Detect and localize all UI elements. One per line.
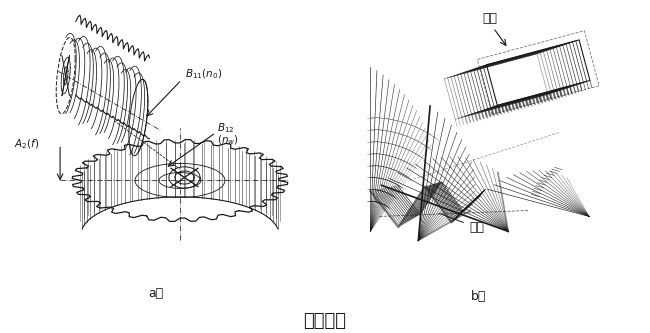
Text: $A_2(f)$: $A_2(f)$	[14, 138, 39, 151]
Text: $(n_w)$: $(n_w)$	[218, 133, 239, 147]
Text: 刀具: 刀具	[483, 12, 498, 25]
Text: 滚齿原理: 滚齿原理	[304, 312, 346, 330]
Text: b）: b）	[471, 290, 486, 303]
Text: $B_{12}$: $B_{12}$	[218, 121, 235, 135]
Text: 工件: 工件	[469, 221, 484, 234]
Text: a）: a）	[148, 287, 164, 300]
Text: $B_{11}(n_0)$: $B_{11}(n_0)$	[185, 67, 222, 81]
